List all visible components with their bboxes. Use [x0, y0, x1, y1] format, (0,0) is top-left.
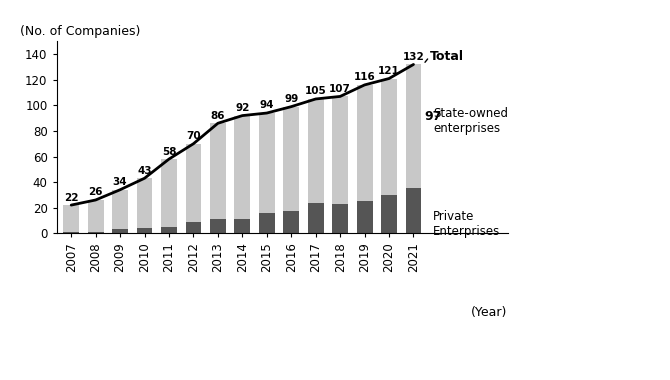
Bar [308, 203, 324, 233]
Bar [332, 204, 348, 233]
Bar [112, 230, 128, 233]
Bar [356, 201, 373, 233]
Bar [210, 219, 226, 233]
Text: State-owned
enterprises: State-owned enterprises [433, 108, 508, 135]
Bar [332, 97, 348, 204]
Bar [259, 213, 275, 233]
Text: 43: 43 [137, 166, 152, 176]
Text: Private
Enterprises: Private Enterprises [433, 210, 500, 238]
Text: 86: 86 [210, 111, 225, 121]
Text: 35: 35 [425, 204, 442, 217]
Text: 34: 34 [113, 177, 127, 187]
Text: 22: 22 [64, 193, 78, 203]
Bar [210, 123, 226, 219]
Bar [186, 222, 202, 233]
Text: 92: 92 [235, 103, 249, 113]
Text: Total: Total [430, 50, 464, 63]
Bar [234, 219, 251, 233]
Bar [186, 144, 202, 222]
Text: 58: 58 [161, 147, 176, 157]
Bar [356, 85, 373, 201]
Bar [88, 232, 104, 233]
Bar [259, 113, 275, 213]
Text: (No. of Companies): (No. of Companies) [21, 25, 141, 38]
Text: 99: 99 [284, 94, 298, 104]
Text: 70: 70 [186, 131, 201, 141]
Bar [112, 190, 128, 230]
Text: 121: 121 [378, 66, 400, 76]
Bar [405, 65, 421, 188]
Text: (Year): (Year) [471, 306, 508, 319]
Bar [137, 228, 153, 233]
Text: 107: 107 [329, 84, 351, 94]
Bar [137, 178, 153, 228]
Text: 97: 97 [425, 110, 442, 123]
Bar [63, 205, 79, 232]
Text: 94: 94 [259, 100, 274, 111]
Bar [161, 159, 177, 227]
Bar [405, 188, 421, 233]
Text: 105: 105 [305, 86, 326, 97]
Bar [308, 99, 324, 203]
Bar [381, 79, 397, 195]
Bar [63, 232, 79, 233]
Bar [283, 107, 299, 212]
Bar [161, 227, 177, 233]
Bar [283, 212, 299, 233]
Bar [381, 195, 397, 233]
Text: 26: 26 [88, 187, 103, 198]
Text: 132: 132 [403, 52, 424, 62]
Bar [88, 200, 104, 232]
Text: 116: 116 [354, 72, 375, 82]
Bar [234, 116, 251, 219]
